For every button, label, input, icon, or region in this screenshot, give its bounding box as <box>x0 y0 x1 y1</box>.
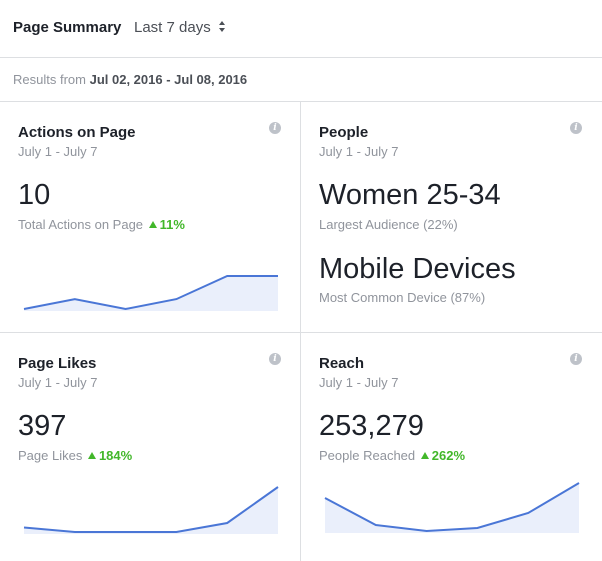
reach-metric: People Reached 262% <box>319 448 465 463</box>
card-date-range: July 1 - July 7 <box>18 144 98 159</box>
people-card[interactable]: People July 1 - July 7 i Women 25-34 Lar… <box>301 102 601 333</box>
page-summary-header: Page Summary Last 7 days <box>0 0 602 58</box>
change-indicator: 184% <box>87 448 133 463</box>
card-title[interactable]: Actions on Page <box>18 124 136 141</box>
actions-metric: Total Actions on Page 11% <box>18 217 185 232</box>
largest-audience-value: Women 25-34 <box>319 179 501 211</box>
reach-card[interactable]: Reach July 1 - July 7 i 253,279 People R… <box>301 333 601 561</box>
period-label: Last 7 days <box>134 19 211 36</box>
card-title[interactable]: People <box>319 124 369 141</box>
likes-value: 397 <box>18 410 67 442</box>
up-arrow-icon <box>87 452 96 459</box>
sparkline-line <box>23 275 278 311</box>
card-title[interactable]: Reach <box>319 355 365 372</box>
change-value: 11% <box>159 217 185 232</box>
change-value: 184% <box>98 448 133 463</box>
sort-arrows-icon <box>218 20 225 32</box>
page-likes-card[interactable]: Page Likes July 1 - July 7 i 397 Page Li… <box>0 333 300 561</box>
sparkline-area <box>24 276 278 311</box>
actions-sparkline <box>23 275 278 311</box>
sparkline-line <box>23 486 279 533</box>
metric-label: Total Actions on Page <box>18 217 144 232</box>
likes-metric: Page Likes 184% <box>18 448 132 463</box>
card-title[interactable]: Page Likes <box>18 355 97 372</box>
sparkline-line <box>324 482 580 533</box>
up-arrow-icon <box>420 452 429 459</box>
results-range: Results from Jul 02, 2016 - Jul 08, 2016 <box>13 72 247 87</box>
metric-label: People Reached <box>319 448 416 463</box>
period-dropdown[interactable]: Last 7 days <box>134 19 225 36</box>
divider <box>0 101 602 102</box>
likes-sparkline <box>23 486 279 534</box>
reach-sparkline <box>324 482 580 533</box>
card-date-range: July 1 - July 7 <box>319 144 399 159</box>
largest-audience-label: Largest Audience (22%) <box>319 217 458 232</box>
divider <box>300 101 301 561</box>
sparkline-area <box>24 487 278 534</box>
card-date-range: July 1 - July 7 <box>319 375 399 390</box>
reach-value: 253,279 <box>319 410 424 442</box>
change-indicator: 262% <box>420 448 466 463</box>
change-indicator: 11% <box>148 217 185 232</box>
card-date-range: July 1 - July 7 <box>18 375 98 390</box>
up-arrow-icon <box>148 221 157 228</box>
actions-value: 10 <box>18 179 51 211</box>
results-dates: Jul 02, 2016 - Jul 08, 2016 <box>89 72 248 87</box>
metric-label: Page Likes <box>18 448 83 463</box>
sparkline-area <box>325 483 579 533</box>
page-title: Page Summary <box>13 19 122 36</box>
info-icon[interactable]: i <box>269 122 281 134</box>
results-prefix: Results from <box>13 72 86 87</box>
common-device-value: Mobile Devices <box>319 253 516 285</box>
actions-on-page-card[interactable]: Actions on Page July 1 - July 7 i 10 Tot… <box>0 102 300 333</box>
common-device-label: Most Common Device (87%) <box>319 290 486 305</box>
change-value: 262% <box>431 448 466 463</box>
info-icon[interactable]: i <box>570 122 582 134</box>
info-icon[interactable]: i <box>269 353 281 365</box>
info-icon[interactable]: i <box>570 353 582 365</box>
divider <box>0 332 602 333</box>
